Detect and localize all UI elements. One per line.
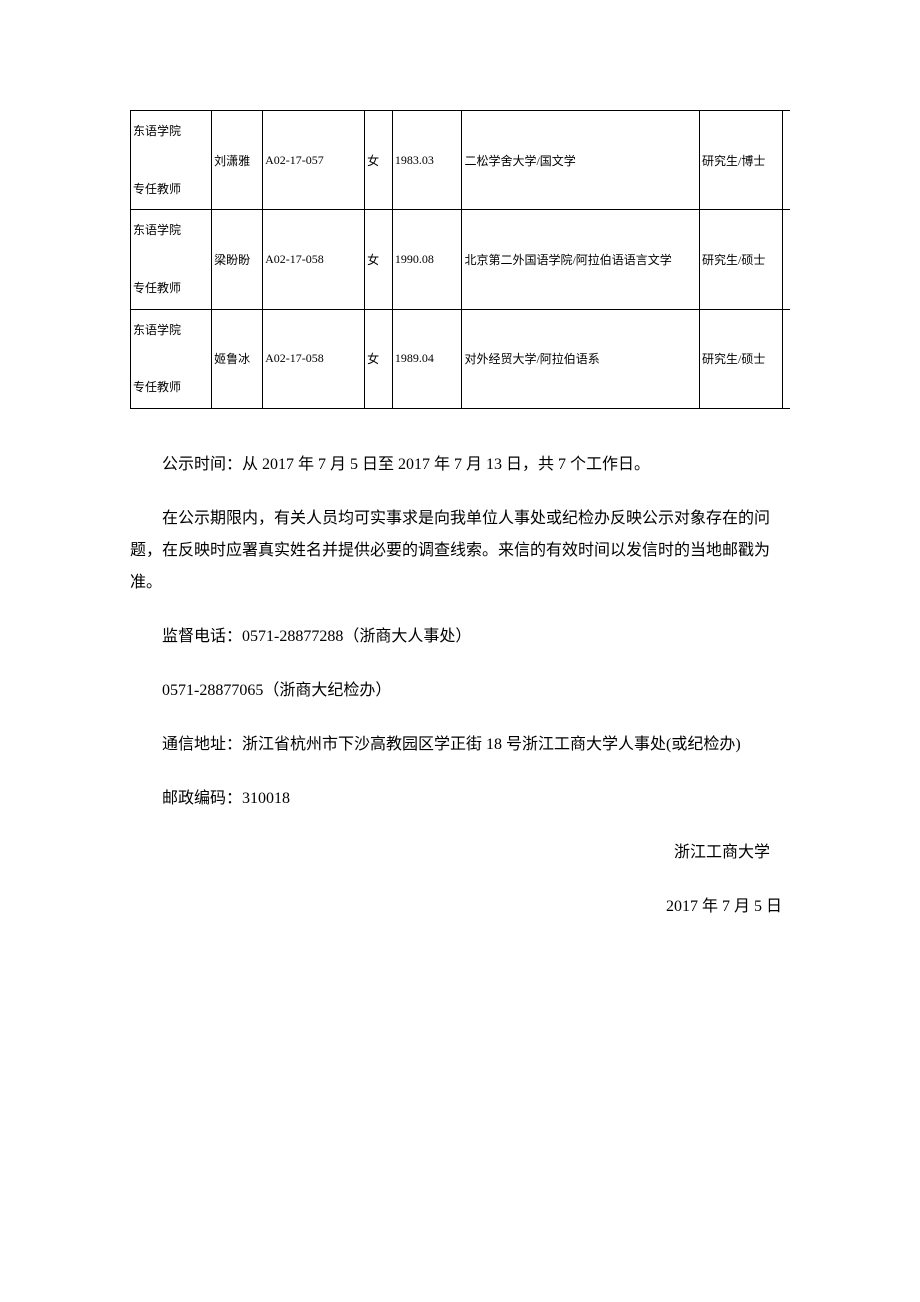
cell-code: A02-17-058	[263, 210, 365, 309]
cell-dept: 东语学院专任教师	[131, 210, 212, 309]
cell-gender: 女	[365, 210, 393, 309]
table-row: 东语学院专任教师梁盼盼A02-17-058女1990.08北京第二外国语学院/阿…	[131, 210, 791, 309]
phone-inspection: 0571-28877065（浙商大纪检办）	[130, 675, 790, 707]
publicity-period: 公示时间：从 2017 年 7 月 5 日至 2017 年 7 月 13 日，共…	[130, 449, 790, 481]
cell-school: 二松学舍大学/国文学	[462, 111, 700, 210]
cell-code: A02-17-057	[263, 111, 365, 210]
instructions: 在公示期限内，有关人员均可实事求是向我单位人事处或纪检办反映公示对象存在的问题，…	[130, 503, 790, 599]
table-row: 东语学院专任教师刘潇雅A02-17-057女1983.03二松学舍大学/国文学研…	[131, 111, 791, 210]
personnel-table: 东语学院专任教师刘潇雅A02-17-057女1983.03二松学舍大学/国文学研…	[130, 110, 790, 409]
cell-name: 姬鲁冰	[212, 309, 263, 408]
cell-extra	[783, 210, 790, 309]
cell-extra	[783, 111, 790, 210]
cell-name: 梁盼盼	[212, 210, 263, 309]
cell-gender: 女	[365, 111, 393, 210]
cell-degree: 研究生/硕士	[700, 309, 783, 408]
mailing-address: 通信地址：浙江省杭州市下沙高教园区学正街 18 号浙江工商大学人事处(或纪检办)	[130, 729, 790, 761]
document-body: 公示时间：从 2017 年 7 月 5 日至 2017 年 7 月 13 日，共…	[130, 449, 790, 923]
cell-birth: 1990.08	[392, 210, 462, 309]
cell-dept: 东语学院专任教师	[131, 111, 212, 210]
cell-birth: 1989.04	[392, 309, 462, 408]
cell-school: 对外经贸大学/阿拉伯语系	[462, 309, 700, 408]
cell-degree: 研究生/硕士	[700, 210, 783, 309]
cell-code: A02-17-058	[263, 309, 365, 408]
cell-extra	[783, 309, 790, 408]
signature-date: 2017 年 7 月 5 日	[130, 891, 790, 923]
cell-school: 北京第二外国语学院/阿拉伯语语言文学	[462, 210, 700, 309]
signature: 浙江工商大学	[130, 837, 790, 869]
cell-gender: 女	[365, 309, 393, 408]
cell-degree: 研究生/博士	[700, 111, 783, 210]
table-row: 东语学院专任教师姬鲁冰A02-17-058女1989.04对外经贸大学/阿拉伯语…	[131, 309, 791, 408]
phone-hr: 监督电话：0571-28877288（浙商大人事处）	[130, 621, 790, 653]
cell-dept: 东语学院专任教师	[131, 309, 212, 408]
postal-code: 邮政编码：310018	[130, 783, 790, 815]
cell-birth: 1983.03	[392, 111, 462, 210]
cell-name: 刘潇雅	[212, 111, 263, 210]
